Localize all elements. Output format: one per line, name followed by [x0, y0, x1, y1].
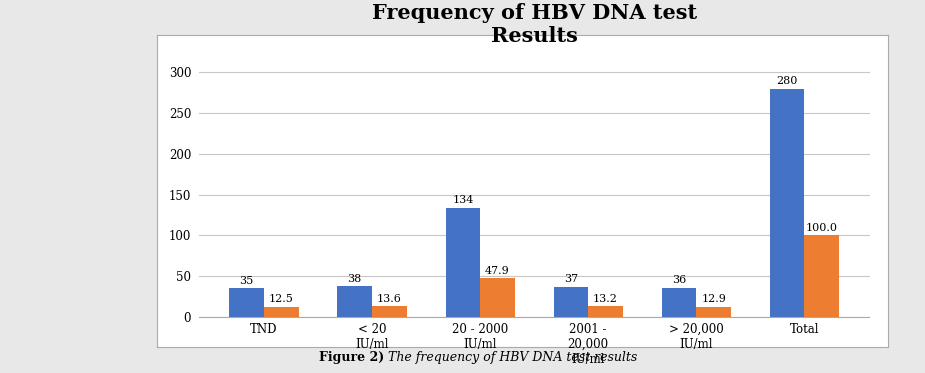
Text: 100.0: 100.0 — [806, 223, 838, 233]
Text: The frequency of HBV DNA test results: The frequency of HBV DNA test results — [388, 351, 637, 364]
Text: 12.9: 12.9 — [701, 294, 726, 304]
Bar — [229, 288, 264, 317]
Bar — [554, 287, 588, 317]
Bar — [372, 306, 407, 317]
Text: Figure 2): Figure 2) — [319, 351, 388, 364]
Text: 36: 36 — [672, 275, 686, 285]
Bar — [446, 208, 480, 317]
Text: 13.6: 13.6 — [376, 294, 401, 304]
Text: 35: 35 — [240, 276, 253, 286]
Bar — [338, 286, 372, 317]
Text: 37: 37 — [564, 275, 578, 284]
Text: 38: 38 — [348, 274, 362, 283]
Text: 47.9: 47.9 — [485, 266, 510, 276]
Bar — [697, 307, 731, 317]
Text: 280: 280 — [776, 76, 798, 86]
Bar — [588, 306, 623, 317]
Title: Frequency of HBV DNA test
Results: Frequency of HBV DNA test Results — [372, 3, 697, 46]
Text: 13.2: 13.2 — [593, 294, 618, 304]
Text: 12.5: 12.5 — [269, 294, 293, 304]
Bar — [264, 307, 299, 317]
Text: 134: 134 — [452, 195, 474, 205]
Bar — [805, 235, 839, 317]
Bar — [770, 88, 805, 317]
Bar — [480, 278, 514, 317]
Bar — [661, 288, 697, 317]
